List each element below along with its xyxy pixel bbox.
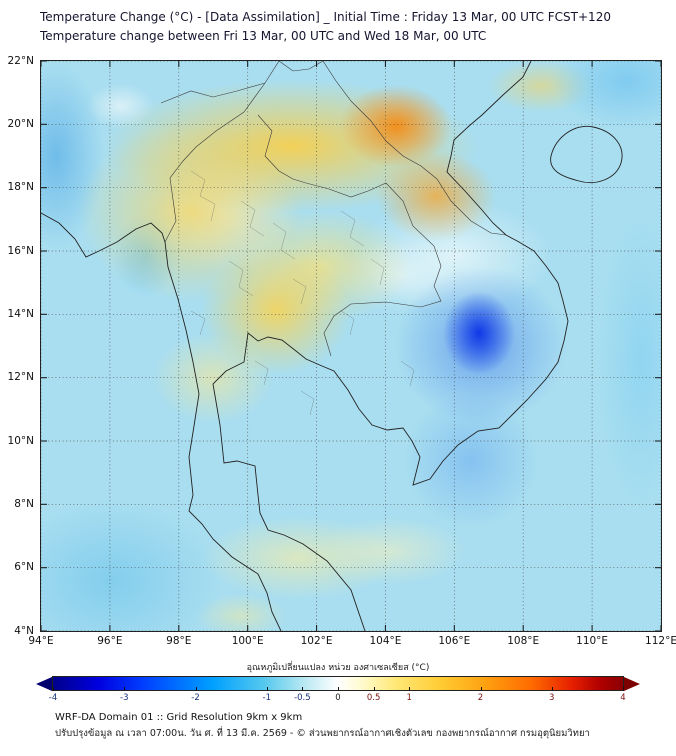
lat-tick-label: 18°N [7, 181, 34, 194]
coastline [41, 61, 623, 631]
lon-tick-label: 96°E [97, 635, 123, 647]
colorbar-tick-label: 4 [620, 693, 626, 703]
colorbar-block: อุณหภูมิเปลี่ยนแปลง หน่วย องศาเซลเซียส (… [0, 660, 676, 705]
map-titles: Temperature Change (°C) - [Data Assimila… [40, 8, 611, 46]
colorbar-tick-label: -3 [120, 693, 129, 703]
longitude-axis: 94°E 96°E 98°E 100°E 102°E 104°E 106°E 108°E 110… [28, 635, 676, 650]
lat-tick-label: 22°N [7, 54, 34, 67]
colorbar-tick-mark [623, 687, 624, 691]
colorbar-tick-label: 2 [477, 693, 484, 703]
lon-tick-label: 102°E [300, 635, 333, 647]
colorbar-tick-mark [338, 687, 339, 691]
colorbar-tick-label: -2 [191, 693, 200, 703]
lon-tick-label: 94°E [28, 635, 54, 647]
colorbar-tick-label: -4 [48, 693, 58, 703]
map-plot [40, 60, 662, 632]
temperature-field [41, 61, 661, 631]
lat-tick-label: 16°N [7, 244, 34, 257]
colorbar-tick-label: 0 [335, 693, 341, 703]
lon-tick-label: 110°E [576, 635, 609, 647]
colorbar-tick-mark [302, 687, 304, 691]
colorbar-title: อุณหภูมิเปลี่ยนแปลง หน่วย องศาเซลเซียส (… [246, 663, 430, 673]
map-footer: WRF-DA Domain 01 :: Grid Resolution 9km … [55, 712, 590, 741]
lat-tick-label: 20°N [7, 117, 34, 130]
title-line-1: Temperature Change (°C) - [Data Assimila… [40, 10, 611, 24]
lat-tick-label: 6°N [14, 561, 34, 574]
lat-tick-label: 12°N [7, 371, 34, 384]
colorbar-labels: -4 -3 -2 -1 -0.5 0 0.5 1 2 3 4 [49, 693, 626, 705]
colorbar-tick-mark [373, 687, 375, 691]
footer-domain-info: WRF-DA Domain 01 :: Grid Resolution 9km … [55, 712, 303, 723]
colorbar-tick-mark [409, 687, 411, 691]
colorbar-tick-label: -1 [262, 693, 271, 703]
lat-tick-label: 4°N [14, 624, 34, 637]
colorbar-right-arrow [624, 676, 640, 691]
colorbar-tick-mark [266, 687, 268, 691]
axis-ticks [41, 61, 661, 631]
colorbar-tick-label: 1 [406, 693, 412, 703]
lon-tick-label: 106°E [438, 635, 471, 647]
colorbar-left-arrow [36, 676, 52, 691]
map-overlay [41, 61, 661, 631]
latitude-axis: 22°N 20°N 18°N 16°N 14°N 12°N 10°N 8°N 6°N 4°N [0, 55, 37, 637]
grid-lines [41, 61, 661, 631]
lon-tick-label: 112°E [645, 635, 676, 647]
colorbar-tick-mark [53, 687, 54, 691]
colorbar-tick-mark [551, 687, 553, 691]
colorbar-tick-mark [195, 687, 197, 691]
lon-tick-label: 104°E [369, 635, 402, 647]
colorbar-row [0, 676, 676, 691]
title-line-2: Temperature change between Fri 13 Mar, 0… [40, 29, 487, 44]
country-borders [160, 61, 507, 357]
colorbar-tick-label: 3 [549, 693, 555, 703]
colorbar-tick-label: 0.5 [366, 693, 381, 703]
colorbar-gradient [52, 676, 624, 691]
lon-tick-label: 108°E [507, 635, 540, 647]
footer-update-info: ปรับปรุงข้อมูล ณ เวลา 07:00น. วัน ศ. ที่… [55, 728, 590, 739]
lat-tick-label: 8°N [14, 497, 34, 510]
province-borders [190, 170, 415, 416]
lon-tick-label: 98°E [166, 635, 192, 647]
lon-tick-label: 100°E [231, 635, 264, 647]
colorbar-tick-mark [124, 687, 126, 691]
lat-tick-label: 10°N [7, 434, 34, 447]
colorbar-tick-mark [480, 687, 482, 691]
colorbar-tick-label: -0.5 [294, 693, 311, 703]
lat-tick-label: 14°N [7, 307, 34, 320]
